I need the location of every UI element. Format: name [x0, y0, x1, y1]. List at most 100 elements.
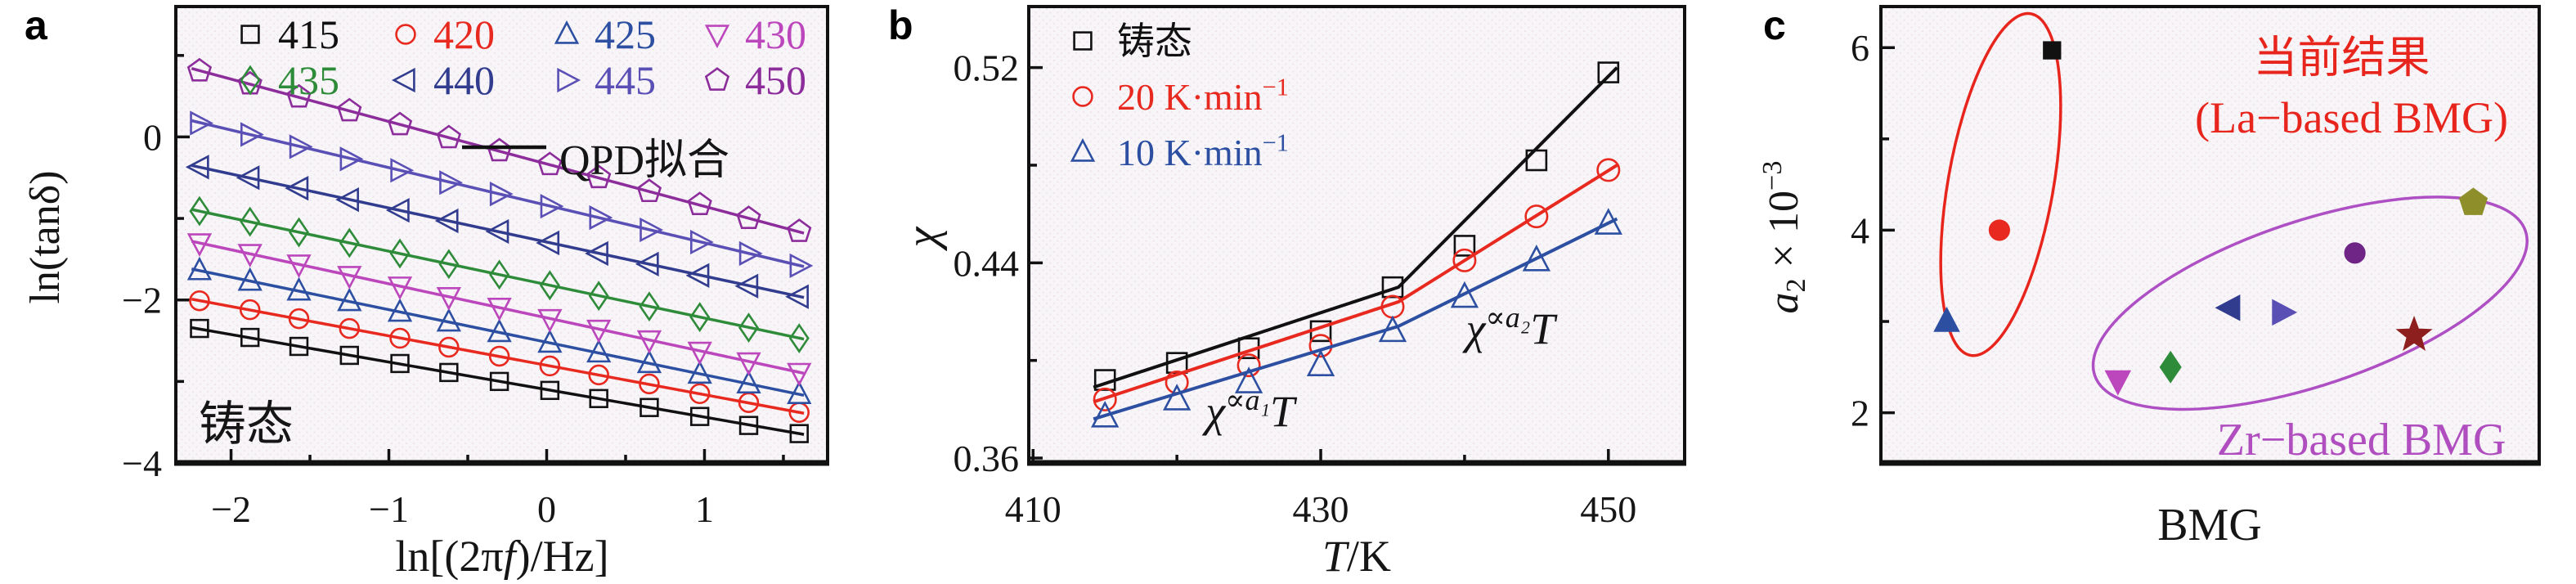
marker-triangle-up — [1450, 281, 1479, 308]
marker-triangle-up — [687, 360, 712, 384]
point-triangle-right — [2272, 299, 2298, 326]
panel-c-plot: 2 4 6 BMG a2 × 10−3 当前结果 (La−based BMG) Zr−base… — [1757, 5, 2541, 550]
legend-a: 415 420 425 430 435 440 445 450 QPD拟合 — [240, 11, 806, 184]
series-440 — [185, 155, 809, 309]
marker-triangle-down — [487, 297, 512, 321]
marker-triangle-up — [1306, 349, 1335, 376]
marker-circle — [488, 345, 510, 367]
marker-diamond — [289, 217, 310, 248]
marker-triangle-up — [554, 20, 580, 44]
marker-triangle-right — [489, 182, 514, 207]
marker-triangle-up — [337, 287, 362, 312]
series-450 — [186, 57, 812, 242]
marker-triangle-up — [736, 370, 761, 394]
marker-pentagon — [586, 164, 612, 189]
point-circle — [1988, 219, 2010, 241]
marker-square — [738, 416, 759, 435]
legend-label-430: 430 — [745, 11, 806, 57]
marker-square — [640, 398, 659, 417]
fit-line — [1093, 66, 1618, 389]
series-430 — [186, 233, 812, 387]
panel-a-plot: −2 −1 0 1 0 −2 −4 ln[(2πf)/Hz] ln(tanδ) 415 420 425… — [22, 5, 829, 581]
marker-triangle-up — [1378, 315, 1407, 343]
marker-triangle-up — [487, 318, 512, 343]
marker-triangle-left — [635, 251, 659, 277]
marker-triangle-left — [785, 284, 809, 309]
marker-triangle-right — [339, 146, 364, 172]
marker-pentagon — [636, 178, 662, 203]
marker-pentagon — [286, 83, 312, 108]
y-tick-label: 0 — [143, 116, 162, 158]
panel-label-c: c — [1763, 2, 1786, 48]
marker-triangle-right — [289, 134, 313, 159]
marker-diamond — [588, 281, 609, 312]
legend-label-10K-min: 10 K·min−1 — [1117, 129, 1289, 173]
marker-square — [1525, 149, 1548, 172]
marker-triangle-down — [736, 352, 761, 376]
marker-triangle-up — [387, 298, 413, 322]
x-tick-label: 410 — [1005, 488, 1061, 530]
marker-circle — [288, 308, 310, 330]
marker-pentagon — [186, 57, 213, 82]
marker-triangle-up — [537, 329, 563, 353]
marker-triangle-down — [537, 308, 563, 333]
legend-b: 铸态 20 K·min−1 10 K·min−1 — [1070, 20, 1289, 173]
marker-triangle-down — [636, 330, 662, 354]
marker-triangle-up — [237, 267, 263, 291]
marker-triangle-right — [540, 193, 564, 219]
group-text-1: 当前结果 — [2254, 33, 2430, 82]
marker-diamond — [689, 302, 711, 333]
marker-circle — [588, 364, 609, 386]
y-tick-label: 2 — [1851, 393, 1869, 434]
marker-diamond — [240, 65, 261, 96]
marker-diamond — [639, 291, 660, 322]
marker-pentagon — [687, 191, 712, 216]
marker-triangle-up — [1234, 366, 1263, 393]
marker-pentagon — [337, 97, 362, 122]
x-axis-title: T/K — [1322, 532, 1391, 580]
marker-triangle-down — [186, 233, 213, 258]
marker-square — [489, 371, 509, 392]
marker-triangle-left — [536, 230, 560, 256]
marker-triangle-left — [585, 240, 608, 267]
marker-diamond — [489, 259, 510, 290]
fit-line — [1093, 164, 1618, 404]
group-ellipse-La-based — [1939, 11, 2062, 357]
marker-diamond — [438, 249, 460, 280]
marker-circle — [1093, 387, 1117, 411]
legend-label-20K-min: 20 K·min−1 — [1117, 74, 1289, 118]
marker-triangle-down — [787, 362, 812, 387]
marker-triangle-up — [787, 380, 812, 405]
marker-square — [1453, 235, 1476, 257]
marker-circle — [438, 336, 460, 358]
legend-label-440: 440 — [433, 57, 495, 103]
series-as-cast — [1093, 61, 1620, 391]
marker-triangle-up — [286, 276, 312, 301]
marker-square — [589, 389, 608, 408]
series-425 — [186, 256, 812, 405]
point-triangle-up — [1933, 306, 1960, 332]
point-diamond — [2159, 350, 2182, 384]
marker-triangle-down — [337, 266, 362, 290]
marker-triangle-left — [185, 155, 209, 180]
marker-square — [1597, 61, 1620, 83]
marker-triangle-left — [434, 208, 459, 234]
marker-triangle-left — [335, 187, 359, 213]
group-text-2: (La−based BMG) — [2195, 93, 2508, 142]
marker-triangle-right — [689, 229, 714, 255]
marker-diamond — [389, 238, 411, 269]
marker-pentagon — [704, 67, 730, 91]
legend-label-435: 435 — [278, 57, 339, 103]
point-triangle-left — [2215, 294, 2241, 321]
fit-line — [191, 240, 805, 375]
marker-square — [540, 380, 560, 401]
marker-triangle-right — [240, 122, 264, 147]
marker-square — [789, 424, 809, 443]
point-square — [2043, 41, 2062, 60]
marker-square — [190, 318, 209, 339]
corner-annotation: 铸态 — [199, 398, 294, 451]
marker-square — [240, 25, 260, 44]
marker-triangle-right — [557, 67, 581, 93]
marker-circle — [339, 317, 361, 339]
